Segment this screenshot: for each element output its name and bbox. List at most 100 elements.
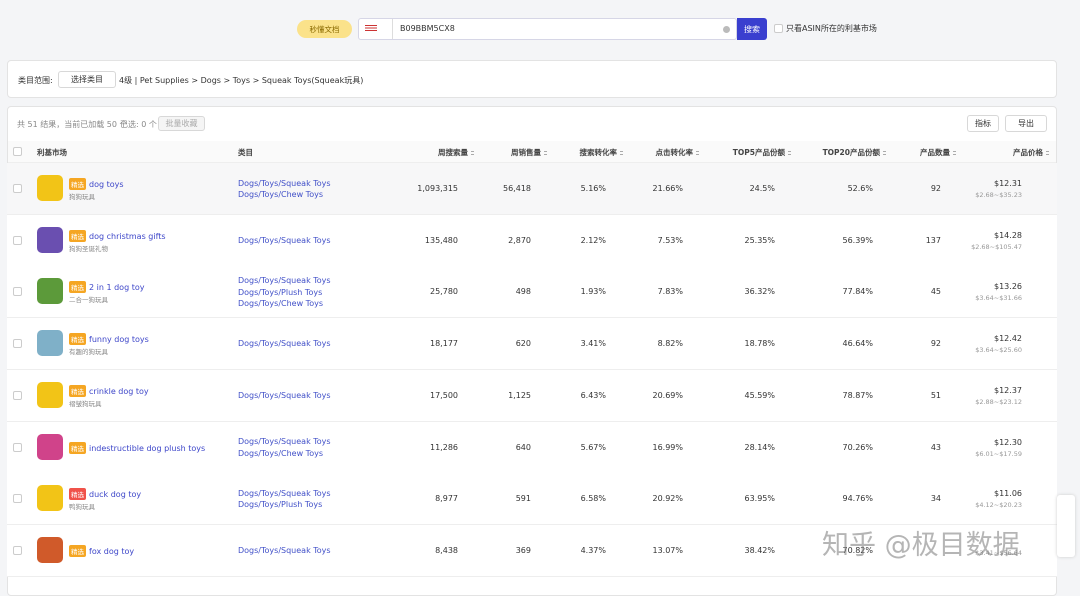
- asin-input[interactable]: B09BBM5CX8: [400, 24, 455, 33]
- category-link[interactable]: Dogs/Toys/Chew Toys: [238, 299, 324, 309]
- cell-sales: 56,418: [503, 184, 531, 193]
- category-link[interactable]: Dogs/Toys/Squeak Toys: [238, 178, 331, 188]
- keyword-link[interactable]: funny dog toys: [89, 335, 149, 345]
- metrics-button[interactable]: 指标: [967, 115, 999, 132]
- cell-search: 8,977: [435, 494, 458, 504]
- select-all-checkbox[interactable]: [13, 147, 22, 156]
- cell-sales: 1,125: [508, 390, 531, 400]
- result-summary: 共 51 结果，当前已加载 50 个: [17, 120, 128, 129]
- niche-title: 精选 duck dog toy: [69, 488, 142, 501]
- doc-button-text: 秒懂文档: [309, 24, 340, 34]
- sort-icon[interactable]: [882, 149, 887, 157]
- header-bg: [8, 141, 1056, 163]
- bulk-favorite-button[interactable]: 批量收藏: [158, 116, 205, 131]
- column-header-text: 产品价格: [1013, 148, 1043, 157]
- table-row[interactable]: 精选 indestructible dog plush toys Dogs/Toys…: [7, 421, 1057, 474]
- row-checkbox[interactable]: [13, 235, 22, 245]
- keyword-link[interactable]: duck dog toy: [89, 490, 142, 500]
- cell-price: $14.28: [994, 230, 1022, 240]
- sort-icon[interactable]: [787, 149, 792, 157]
- cell-search-cr: 2.12%: [580, 235, 606, 245]
- category-label: 类目范围:: [18, 76, 53, 85]
- cell-search-cr: 6.58%: [580, 494, 606, 504]
- category-link[interactable]: Dogs/Toys/Squeak Toys: [238, 339, 331, 349]
- table-row[interactable]: 精选 duck dog toy 鸭狗玩具 Dogs/Toys/Squeak Toys D…: [7, 473, 1057, 526]
- keyword-link[interactable]: dog christmas gifts: [89, 231, 166, 241]
- cell-search-cr: 3.41%: [580, 339, 606, 349]
- niche-title: 精选 dog christmas gifts: [69, 229, 166, 242]
- category-panel: 类目范围: 选择类目 4级 | Pet Supplies > Dogs > To…: [7, 60, 1057, 98]
- sort-icon[interactable]: [619, 149, 624, 157]
- category-link[interactable]: Dogs/Toys/Plush Toys: [238, 500, 323, 510]
- category-link[interactable]: Dogs/Toys/Squeak Toys: [238, 437, 331, 446]
- category-link[interactable]: Dogs/Toys/Chew Toys: [238, 448, 324, 458]
- cell-search: 135,480: [424, 235, 458, 245]
- product-thumbnail: [37, 433, 63, 460]
- category-link[interactable]: Dogs/Toys/Squeak Toys: [238, 235, 331, 245]
- keyword-link[interactable]: fox dog toy: [89, 546, 135, 556]
- cell-top5: 38.42%: [744, 545, 775, 555]
- sort-icon[interactable]: [470, 149, 475, 157]
- cell-search-cr: 5.16%: [580, 184, 606, 193]
- sort-icon[interactable]: [1045, 149, 1050, 157]
- category-cell: Dogs/Toys/Squeak Toys Dogs/Toys/Plush Toy…: [238, 488, 331, 511]
- cell-top5: 45.59%: [744, 390, 775, 400]
- category-link[interactable]: Dogs/Toys/Squeak Toys: [238, 546, 331, 556]
- country-select[interactable]: [365, 25, 377, 33]
- cell-top5: 25.35%: [744, 235, 775, 245]
- clear-icon[interactable]: [723, 26, 730, 33]
- cell-sales: 620: [515, 339, 531, 349]
- category-link[interactable]: Dogs/Toys/Squeak Toys: [238, 276, 331, 286]
- row-checkbox[interactable]: [13, 184, 22, 193]
- cell-price: $12.37: [994, 385, 1022, 395]
- product-thumbnail: [37, 226, 63, 253]
- keyword-link[interactable]: dog toys: [89, 180, 124, 189]
- cell-search: 11,286: [430, 442, 458, 452]
- cell-top5: 36.32%: [744, 287, 775, 297]
- doc-button[interactable]: 秒懂文档: [297, 20, 352, 38]
- row-checkbox[interactable]: [13, 339, 22, 349]
- column-header: 周搜索量: [438, 147, 475, 158]
- cell-top5: 28.14%: [744, 442, 775, 452]
- niche-title: 精选 funny dog toys: [69, 333, 149, 346]
- keyword-link[interactable]: 2 in 1 dog toy: [89, 283, 145, 293]
- cell-search-cr: 6.43%: [580, 390, 606, 400]
- cell-click-cr: 16.99%: [652, 442, 683, 452]
- column-header-text: 产品数量: [920, 148, 950, 157]
- keyword-link[interactable]: indestructible dog plush toys: [89, 443, 206, 453]
- row-checkbox[interactable]: [13, 494, 22, 504]
- cell-top20: 70.82%: [842, 545, 873, 555]
- category-link[interactable]: Dogs/Toys/Chew Toys: [238, 190, 324, 199]
- row-checkbox[interactable]: [13, 390, 22, 400]
- selected-count: 已选: 0 个: [120, 120, 157, 129]
- cell-top20: 56.39%: [842, 235, 873, 245]
- cell-sales: 369: [515, 545, 531, 555]
- keyword-link[interactable]: crinkle dog toy: [89, 386, 149, 396]
- niche-cell: 精选 funny dog toys 有趣的狗玩具: [69, 333, 149, 356]
- row-checkbox[interactable]: [13, 287, 22, 297]
- cell-count: 45: [930, 287, 941, 297]
- select-category-button[interactable]: 选择类目: [58, 71, 116, 88]
- table-row[interactable]: 精选 dog toys 狗狗玩具 Dogs/Toys/Squeak Toys Dogs/…: [7, 163, 1057, 215]
- table-row[interactable]: 精选 fox dog toy Dogs/Toys/Squeak Toys 8,438 3…: [7, 524, 1057, 577]
- sort-icon[interactable]: [952, 149, 957, 157]
- table-row[interactable]: 精选 2 in 1 dog toy 二合一狗玩具 Dogs/Toys/Squeak T…: [7, 266, 1057, 319]
- table-row[interactable]: 精选 funny dog toys 有趣的狗玩具 Dogs/Toys/Squeak T…: [7, 318, 1057, 371]
- only-asin-checkbox[interactable]: [774, 24, 783, 33]
- table-row[interactable]: 精选 crinkle dog toy 褶皱狗玩具 Dogs/Toys/Squeak T…: [7, 369, 1057, 422]
- column-header-text: 周销售量: [511, 148, 541, 157]
- category-link[interactable]: Dogs/Toys/Plush Toys: [238, 287, 323, 297]
- sort-icon[interactable]: [695, 149, 700, 157]
- product-thumbnail: [37, 175, 63, 201]
- badge: 精选: [69, 441, 86, 454]
- watermark: 知乎 @极目数据: [822, 530, 1020, 561]
- cell-top5: 63.95%: [744, 494, 775, 504]
- table-row[interactable]: 精选 dog christmas gifts 狗狗圣诞礼物 Dogs/Toys/Squ…: [7, 214, 1057, 267]
- search-button[interactable]: 搜索: [737, 18, 767, 40]
- export-button[interactable]: 导出: [1005, 115, 1047, 132]
- row-checkbox[interactable]: [13, 442, 22, 452]
- sort-icon[interactable]: [543, 149, 548, 157]
- category-link[interactable]: Dogs/Toys/Squeak Toys: [238, 488, 331, 498]
- category-link[interactable]: Dogs/Toys/Squeak Toys: [238, 391, 331, 401]
- row-checkbox[interactable]: [13, 545, 22, 555]
